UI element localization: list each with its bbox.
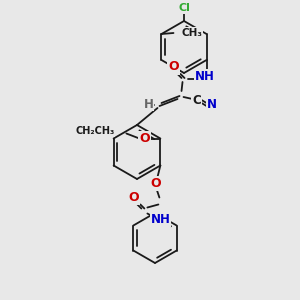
Text: O: O <box>168 61 179 74</box>
Text: Cl: Cl <box>178 3 190 13</box>
Text: NH: NH <box>195 70 214 83</box>
Text: NH: NH <box>150 213 170 226</box>
Text: O: O <box>150 177 161 190</box>
Text: CH₂CH₃: CH₂CH₃ <box>75 127 114 136</box>
Text: O: O <box>128 191 139 204</box>
Text: C: C <box>192 94 201 106</box>
Text: CH₃: CH₃ <box>182 28 203 38</box>
Text: N: N <box>206 98 217 112</box>
Text: H: H <box>144 98 154 110</box>
Text: O: O <box>139 132 150 145</box>
